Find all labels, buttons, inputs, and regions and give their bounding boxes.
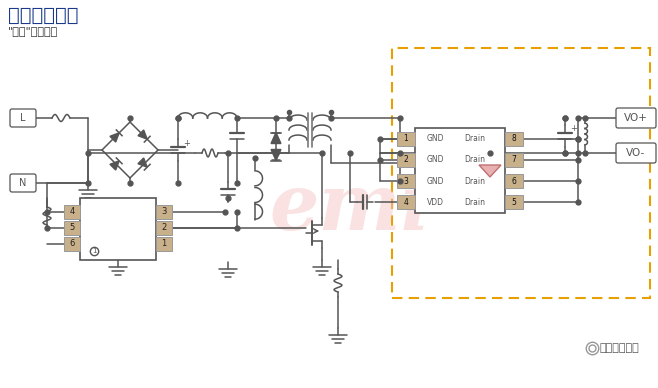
Text: VO+: VO+ bbox=[624, 113, 648, 123]
Text: 4: 4 bbox=[403, 198, 409, 207]
Text: "浮地"同步整流: "浮地"同步整流 bbox=[8, 26, 59, 36]
Text: 1: 1 bbox=[161, 239, 166, 248]
Text: +: + bbox=[570, 124, 577, 133]
Polygon shape bbox=[110, 133, 119, 142]
Bar bbox=[392, 48, 650, 298]
Polygon shape bbox=[271, 132, 281, 144]
Text: 3: 3 bbox=[403, 177, 409, 185]
Text: 1: 1 bbox=[403, 134, 409, 143]
Polygon shape bbox=[479, 165, 501, 177]
Text: GND: GND bbox=[426, 177, 443, 185]
Bar bbox=[80, 198, 156, 260]
FancyBboxPatch shape bbox=[397, 132, 415, 146]
FancyBboxPatch shape bbox=[505, 132, 523, 146]
Polygon shape bbox=[271, 149, 281, 161]
Text: 5: 5 bbox=[69, 223, 74, 232]
FancyBboxPatch shape bbox=[64, 237, 80, 251]
Text: GND: GND bbox=[426, 134, 443, 143]
Text: +: + bbox=[183, 139, 190, 147]
Text: Drain: Drain bbox=[465, 177, 486, 185]
FancyBboxPatch shape bbox=[616, 143, 656, 163]
Polygon shape bbox=[138, 158, 147, 167]
Text: 2: 2 bbox=[403, 155, 409, 165]
Text: Drain: Drain bbox=[465, 155, 486, 165]
Text: 3: 3 bbox=[161, 208, 166, 217]
FancyBboxPatch shape bbox=[156, 237, 172, 251]
FancyBboxPatch shape bbox=[397, 174, 415, 188]
FancyBboxPatch shape bbox=[505, 174, 523, 188]
Text: 6: 6 bbox=[511, 177, 517, 185]
Text: emi: emi bbox=[269, 170, 430, 246]
Text: Drain: Drain bbox=[465, 134, 486, 143]
FancyBboxPatch shape bbox=[156, 205, 172, 219]
FancyBboxPatch shape bbox=[64, 205, 80, 219]
Text: 5: 5 bbox=[511, 198, 517, 207]
Text: 8: 8 bbox=[512, 134, 517, 143]
FancyBboxPatch shape bbox=[505, 153, 523, 167]
FancyBboxPatch shape bbox=[64, 221, 80, 235]
Text: L: L bbox=[20, 113, 26, 123]
Text: 典型应用电路: 典型应用电路 bbox=[8, 6, 78, 25]
FancyBboxPatch shape bbox=[10, 109, 36, 127]
Text: 4: 4 bbox=[69, 208, 74, 217]
Text: 2: 2 bbox=[161, 223, 166, 232]
FancyBboxPatch shape bbox=[10, 174, 36, 192]
Text: VO-: VO- bbox=[626, 148, 645, 158]
FancyBboxPatch shape bbox=[397, 153, 415, 167]
Text: 1: 1 bbox=[91, 248, 96, 254]
Bar bbox=[415, 128, 505, 213]
Text: 7: 7 bbox=[511, 155, 517, 165]
FancyBboxPatch shape bbox=[616, 108, 656, 128]
Polygon shape bbox=[110, 161, 119, 170]
Text: 6: 6 bbox=[69, 239, 75, 248]
FancyBboxPatch shape bbox=[505, 196, 523, 210]
Text: N: N bbox=[19, 178, 27, 188]
FancyBboxPatch shape bbox=[397, 196, 415, 210]
Polygon shape bbox=[138, 130, 147, 139]
Text: VDD: VDD bbox=[426, 198, 443, 207]
Text: GND: GND bbox=[426, 155, 443, 165]
FancyBboxPatch shape bbox=[156, 221, 172, 235]
Text: Drain: Drain bbox=[465, 198, 486, 207]
Text: 开关电源芯片: 开关电源芯片 bbox=[600, 343, 640, 353]
